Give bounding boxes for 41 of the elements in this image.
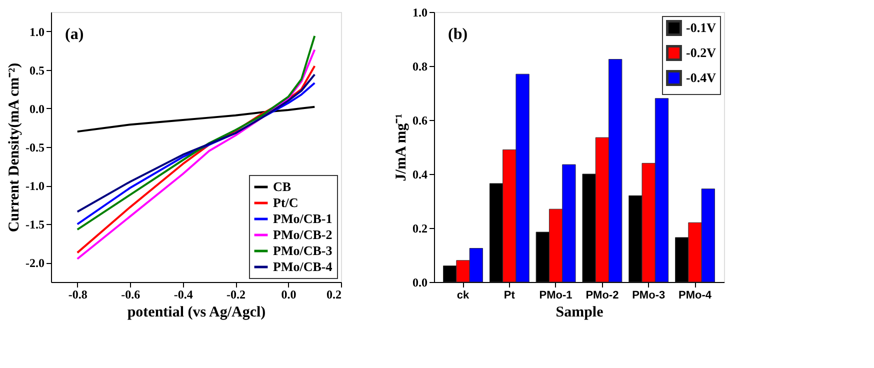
legend-label: CB <box>273 179 292 194</box>
y-tick-label: 0.2 <box>412 222 428 236</box>
legend-label: -0.4V <box>686 70 717 85</box>
y-tick-label: -1.5 <box>26 218 44 232</box>
x-tick-label: 0.0 <box>281 288 296 302</box>
y-tick-label: 0.8 <box>412 60 428 74</box>
y-tick-label: -0.5 <box>26 140 44 154</box>
y-tick-label: 0.0 <box>412 276 428 290</box>
x-tick-label: -0.6 <box>121 288 140 302</box>
y-axis-title: Current Density(mA cm⁻²) <box>6 62 23 232</box>
annotation: (b) <box>448 26 468 43</box>
x-tick-label: 0.2 <box>326 288 342 302</box>
x-tick-label: ck <box>456 290 470 302</box>
x-tick-label: -0.4 <box>174 288 193 302</box>
y-tick-label: 0.6 <box>412 114 428 128</box>
y-tick-label: 1.0 <box>30 24 44 39</box>
x-tick-label: PMo-3 <box>632 290 666 302</box>
x-tick-label: PMo-1 <box>539 290 572 302</box>
x-tick-label: PMo-4 <box>678 290 712 302</box>
legend-label: Pt/C <box>273 195 298 210</box>
legend-label: PMo/CB-1 <box>273 211 332 226</box>
y-tick-label: 0.0 <box>30 102 44 116</box>
x-axis-title: Sample <box>556 304 604 320</box>
y-tick-label: 1.0 <box>412 6 428 20</box>
y-tick-label: -2.0 <box>26 256 44 270</box>
y-axis-title: J/mA mg⁻¹ <box>394 114 410 182</box>
x-axis-title: potential (vs Ag/Agcl) <box>127 304 266 320</box>
x-tick-label: Pt <box>504 290 516 302</box>
legend-label: PMo/CB-3 <box>273 243 333 258</box>
x-tick-label: PMo-2 <box>586 290 619 302</box>
legend-label: -0.2V <box>686 45 717 60</box>
y-tick-label: 0.5 <box>30 63 44 78</box>
legend-label: PMo/CB-2 <box>273 227 332 242</box>
legend-label: PMo/CB-4 <box>273 259 333 274</box>
line-series <box>76 106 316 133</box>
y-tick-label: -1.0 <box>26 179 44 194</box>
x-tick-label: -0.8 <box>68 288 88 302</box>
y-tick-label: 0.4 <box>412 168 428 182</box>
annotation: (a) <box>65 26 84 43</box>
x-tick-label: -0.2 <box>226 288 246 302</box>
legend-label: -0.1V <box>686 20 717 35</box>
